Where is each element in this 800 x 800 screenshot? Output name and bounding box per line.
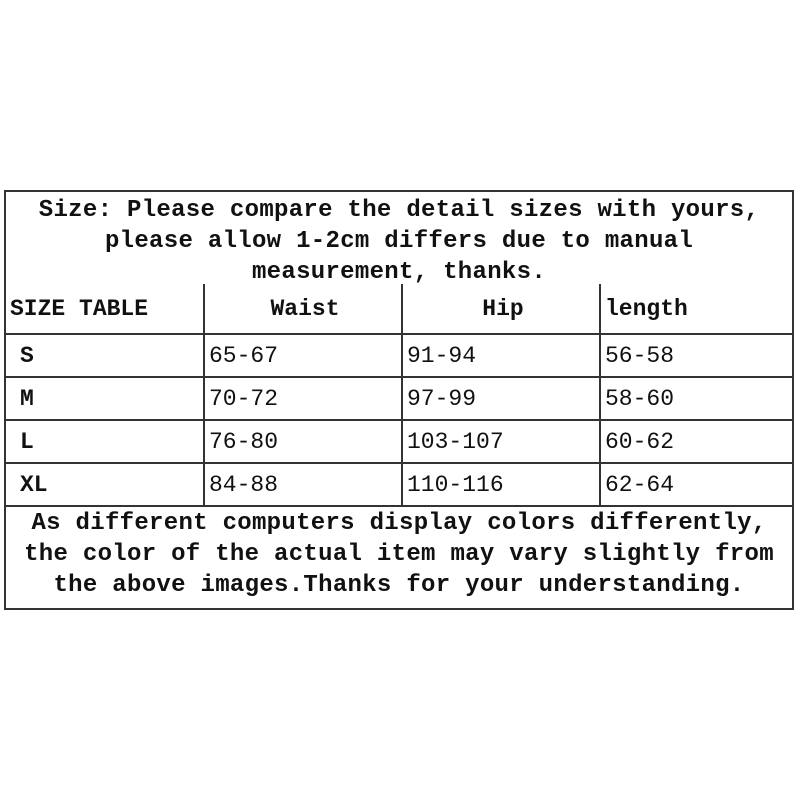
intro-note: Size: Please compare the detail sizes wi… [6, 195, 792, 285]
intro-line: please allow 1-2cm differs due to manual [104, 228, 694, 255]
length-cell: 58-60 [599, 376, 792, 421]
size-cell: M [6, 376, 205, 421]
size-cell: S [6, 333, 205, 378]
table-row: L 76-80 103-107 60-62 [6, 419, 792, 464]
hip-cell: 110-116 [401, 462, 601, 507]
waist-cell: 76-80 [203, 419, 403, 464]
disclaimer-note: As different computers display colors di… [6, 508, 792, 601]
length-cell: 60-62 [599, 419, 792, 464]
header-waist: Waist [203, 284, 403, 335]
waist-cell: 65-67 [203, 333, 403, 378]
waist-cell: 70-72 [203, 376, 403, 421]
table-header-row: SIZE TABLE Waist Hip length [6, 284, 792, 335]
header-hip: Hip [401, 284, 601, 335]
length-cell: 62-64 [599, 462, 792, 507]
table-row: S 65-67 91-94 56-58 [6, 333, 792, 378]
table-row: M 70-72 97-99 58-60 [6, 376, 792, 421]
waist-cell: 84-88 [203, 462, 403, 507]
hip-cell: 103-107 [401, 419, 601, 464]
hip-cell: 91-94 [401, 333, 601, 378]
disclaimer-line: the color of the actual item may vary sl… [24, 541, 774, 568]
size-cell: L [6, 419, 205, 464]
intro-line: Size: Please compare the detail sizes wi… [38, 197, 760, 224]
size-chart: Size: Please compare the detail sizes wi… [4, 190, 794, 610]
table-row: XL 84-88 110-116 62-64 [6, 462, 792, 507]
intro-line: measurement, thanks. [251, 259, 547, 285]
hip-cell: 97-99 [401, 376, 601, 421]
size-table: SIZE TABLE Waist Hip length S 65-67 91-9… [6, 284, 792, 507]
length-cell: 56-58 [599, 333, 792, 378]
size-cell: XL [6, 462, 205, 507]
disclaimer-line: As different computers display colors di… [31, 510, 767, 537]
header-length: length [599, 284, 792, 335]
disclaimer-line: the above images.Thanks for your underst… [53, 572, 745, 599]
header-size-table: SIZE TABLE [6, 284, 205, 335]
